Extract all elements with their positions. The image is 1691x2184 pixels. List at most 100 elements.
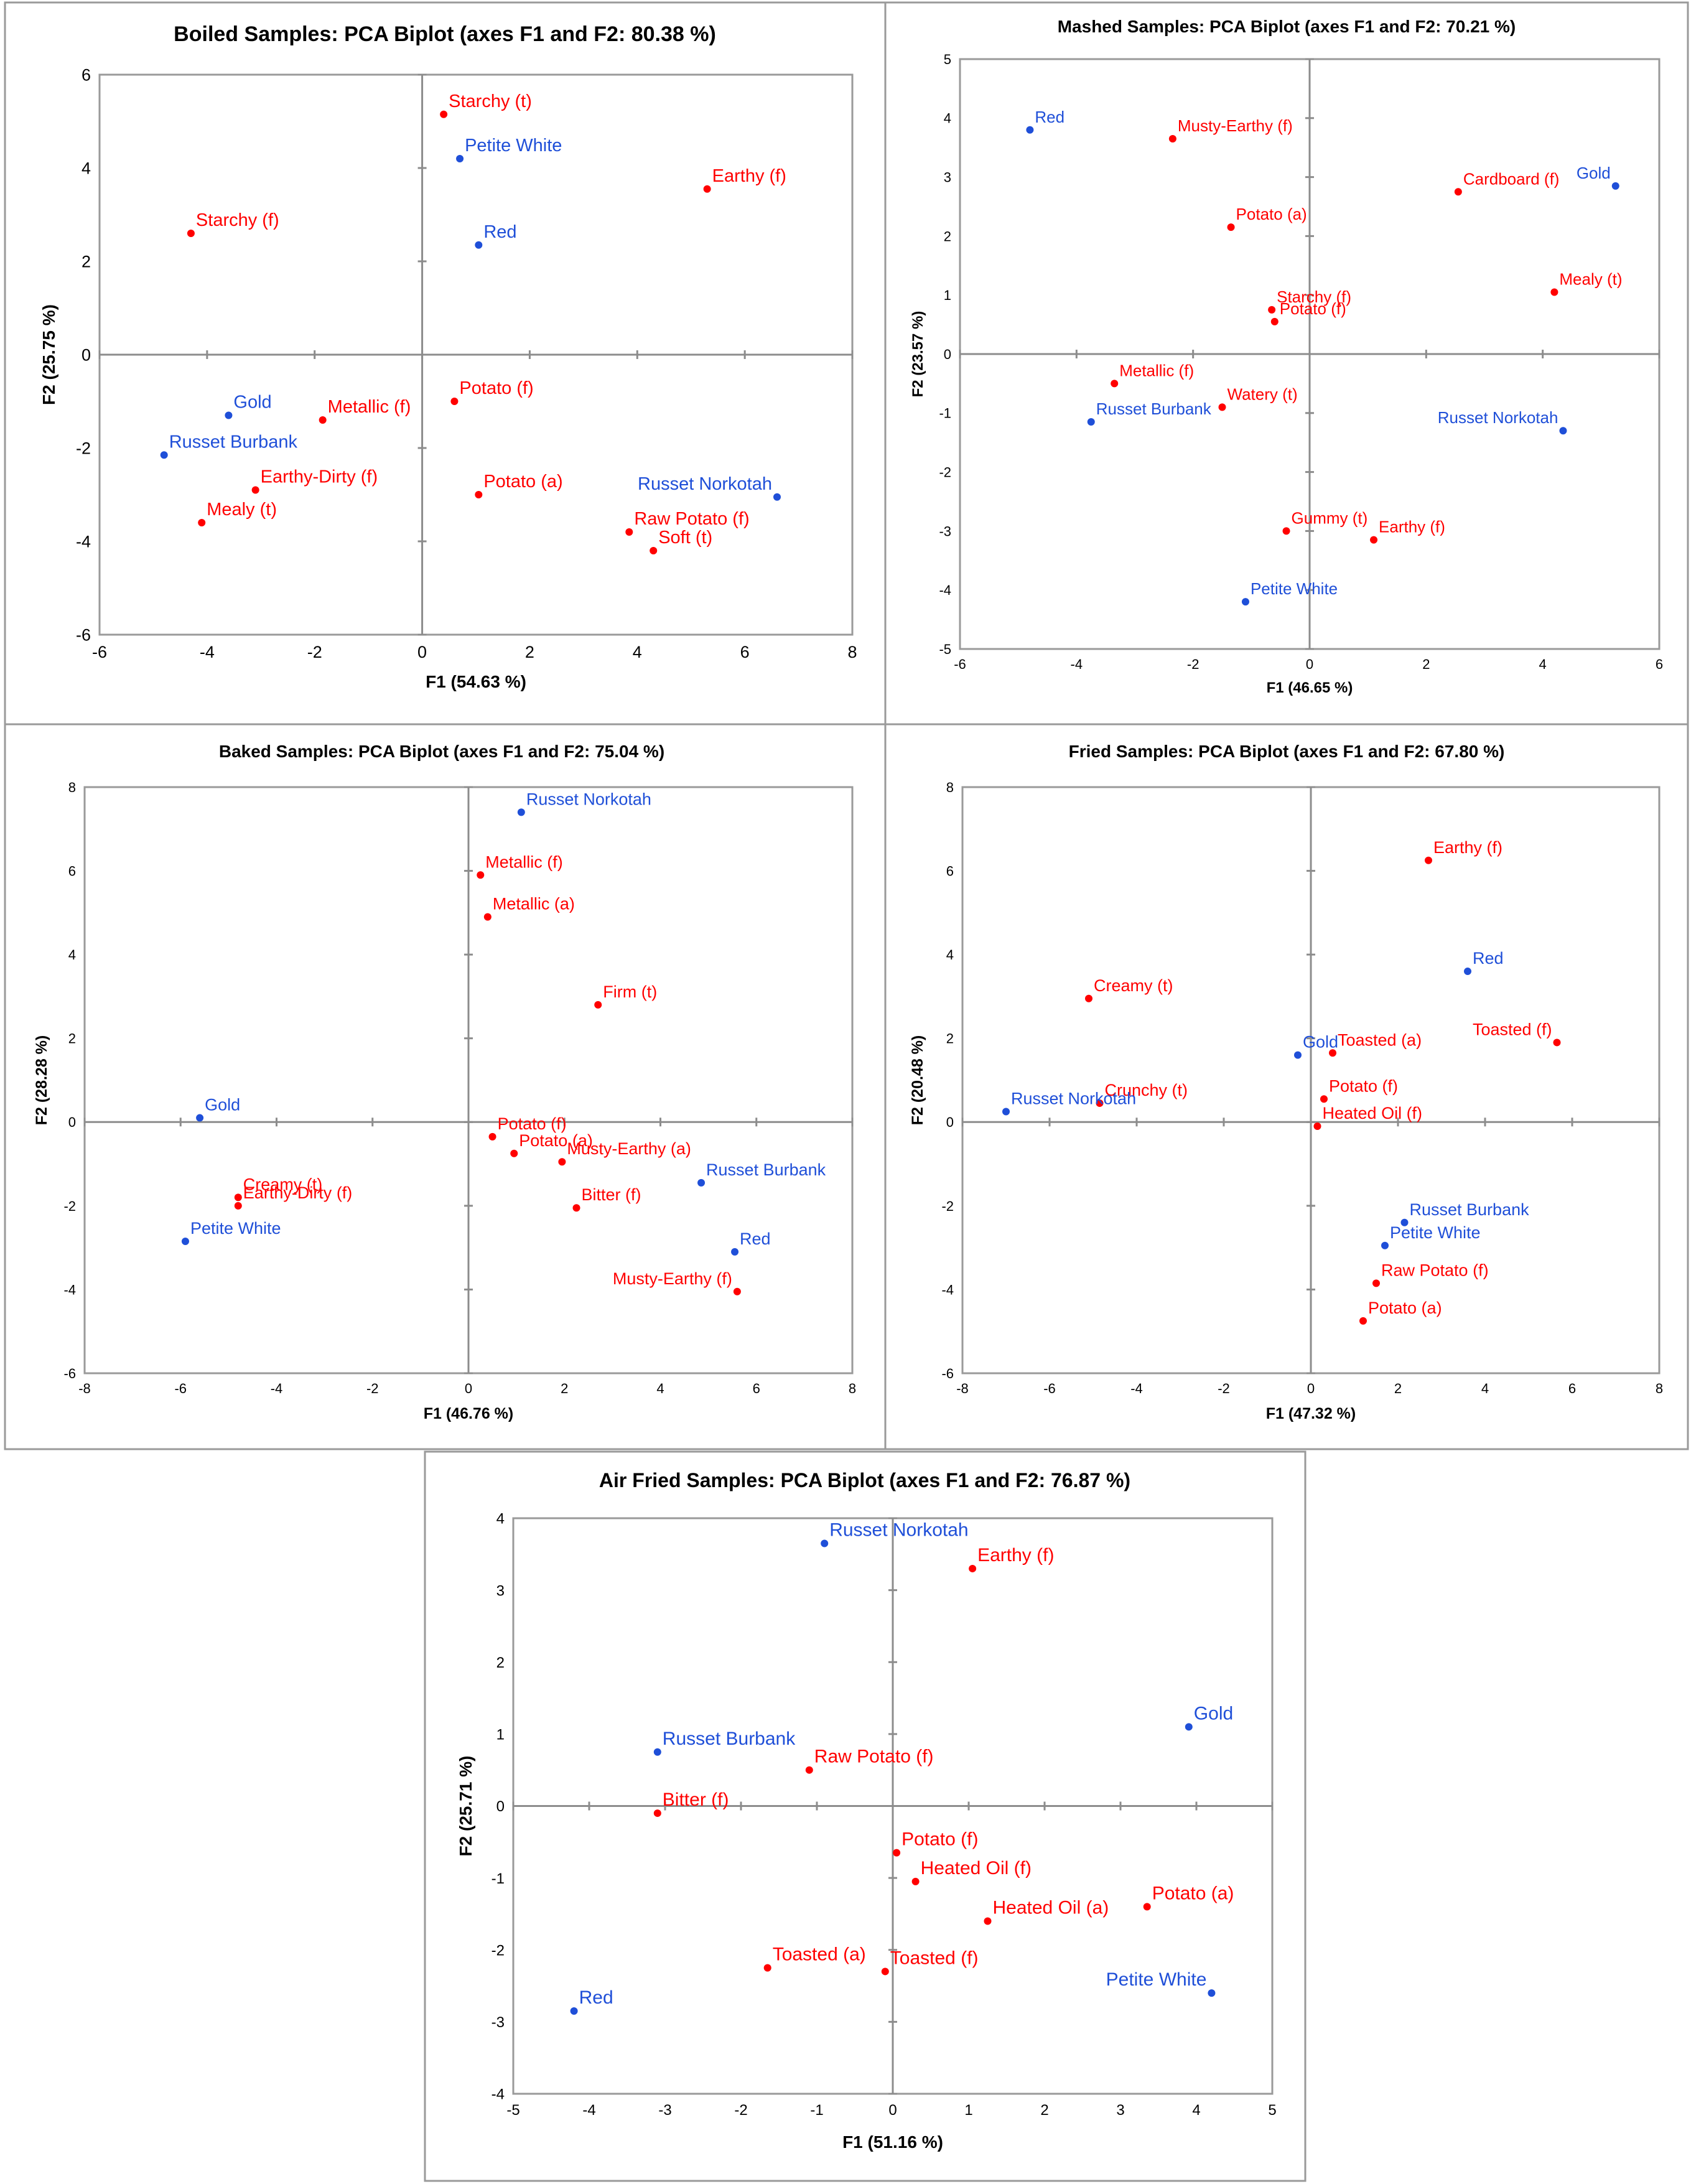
fried-y-tick-label: 0 bbox=[946, 1114, 954, 1130]
mashed-attribute-point-starchy-f bbox=[1268, 306, 1276, 314]
air-fried-sample-point-russet-burbank bbox=[653, 1748, 661, 1756]
mashed-x-tick-label: -6 bbox=[954, 656, 966, 672]
air-fried-y-tick-label: -3 bbox=[491, 2014, 505, 2031]
air-fried-attribute-label-raw-potato-f: Raw Potato (f) bbox=[814, 1747, 934, 1767]
fried-x-tick-label: -8 bbox=[956, 1381, 969, 1396]
boiled-sample-label-russet-burbank: Russet Burbank bbox=[169, 432, 298, 452]
air-fried-attribute-point-raw-potato-f bbox=[805, 1766, 813, 1774]
baked-y-tick-label: 6 bbox=[68, 863, 76, 879]
baked-x-tick-label: -8 bbox=[78, 1381, 91, 1396]
fried-x-tick-label: 0 bbox=[1307, 1381, 1315, 1396]
baked-sample-point-russet-norkotah bbox=[517, 808, 525, 816]
mashed-chart-panel: Mashed Samples: PCA Biplot (axes F1 and … bbox=[884, 1, 1689, 726]
air-fried-x-tick-label: -1 bbox=[810, 2102, 823, 2119]
fried-x-tick-label: 8 bbox=[1656, 1381, 1663, 1396]
mashed-sample-point-russet-norkotah bbox=[1559, 427, 1567, 435]
baked-sample-point-russet-burbank bbox=[697, 1178, 706, 1187]
mashed-attribute-label-cardboard-f: Cardboard (f) bbox=[1463, 169, 1560, 188]
mashed-x-tick-label: -4 bbox=[1071, 656, 1083, 672]
mashed-attribute-point-potato-a bbox=[1227, 223, 1235, 231]
boiled-attribute-point-raw-potato-f bbox=[625, 528, 633, 536]
mashed-attribute-point-metallic-f bbox=[1111, 380, 1119, 388]
baked-chart-panel: Baked Samples: PCA Biplot (axes F1 and F… bbox=[4, 723, 887, 1450]
baked-attribute-point-musty-earthy-f bbox=[733, 1287, 741, 1295]
boiled-x-tick-label: 8 bbox=[847, 643, 857, 661]
fried-attribute-label-toasted-f: Toasted (f) bbox=[1473, 1020, 1552, 1038]
boiled-sample-label-gold: Gold bbox=[233, 393, 271, 413]
air-fried-x-tick-label: -5 bbox=[506, 2102, 519, 2119]
air-fried-y-tick-label: 1 bbox=[496, 1727, 505, 1743]
baked-sample-label-russet-norkotah: Russet Norkotah bbox=[526, 790, 651, 808]
baked-attribute-point-metallic-a bbox=[483, 913, 491, 921]
boiled-y-tick-label: 4 bbox=[82, 159, 91, 178]
air-fried-attribute-point-toasted-a bbox=[763, 1964, 771, 1972]
fried-x-tick-label: -6 bbox=[1043, 1381, 1056, 1396]
mashed-attribute-label-musty-earthy-f: Musty-Earthy (f) bbox=[1178, 116, 1293, 135]
air-fried-attribute-label-toasted-f: Toasted (f) bbox=[890, 1948, 979, 1968]
air-fried-x-tick-label: 4 bbox=[1192, 2102, 1200, 2119]
air-fried-x-tick-label: 0 bbox=[888, 2102, 897, 2119]
boiled-sample-point-petite-white bbox=[456, 155, 464, 162]
air-fried-x-tick-label: -3 bbox=[658, 2102, 671, 2119]
baked-attribute-point-creamy-t bbox=[234, 1193, 242, 1202]
mashed-x-tick-label: -2 bbox=[1187, 656, 1200, 672]
mashed-y-axis-title: F2 (23.57 %) bbox=[910, 311, 926, 398]
air-fried-x-tick-label: 2 bbox=[1040, 2102, 1048, 2119]
boiled-attribute-point-potato-a bbox=[475, 491, 483, 498]
mashed-attribute-label-potato-f: Potato (f) bbox=[1280, 299, 1346, 318]
fried-y-tick-label: 2 bbox=[946, 1031, 954, 1047]
mashed-sample-point-petite-white bbox=[1241, 598, 1249, 606]
mashed-y-tick-label: -3 bbox=[939, 523, 951, 539]
fried-sample-point-red bbox=[1464, 968, 1471, 976]
boiled-attribute-label-starchy-t: Starchy (t) bbox=[449, 91, 532, 111]
fried-attribute-label-creamy-t: Creamy (t) bbox=[1094, 976, 1173, 995]
mashed-attribute-point-gummy-t bbox=[1282, 527, 1290, 535]
baked-attribute-label-earthy-dirty-f: Earthy-Dirty (f) bbox=[243, 1183, 353, 1202]
boiled-sample-point-gold bbox=[225, 411, 233, 419]
air-fried-attribute-point-heated-oil-f bbox=[911, 1877, 920, 1885]
boiled-attribute-label-potato-f: Potato (f) bbox=[459, 378, 533, 398]
air-fried-attribute-label-potato-a: Potato (a) bbox=[1152, 1883, 1234, 1903]
boiled-attribute-point-earthy-f bbox=[703, 185, 711, 193]
mashed-attribute-point-musty-earthy-f bbox=[1168, 134, 1176, 142]
baked-attribute-label-metallic-f: Metallic (f) bbox=[485, 852, 563, 871]
mashed-sample-label-gold: Gold bbox=[1577, 164, 1611, 182]
mashed-x-tick-label: 6 bbox=[1656, 656, 1663, 672]
baked-y-tick-label: 4 bbox=[68, 947, 76, 963]
boiled-attribute-point-starchy-t bbox=[440, 110, 448, 118]
boiled-attribute-point-soft-t bbox=[650, 547, 658, 554]
boiled-y-tick-label: -6 bbox=[76, 626, 91, 645]
boiled-x-tick-label: 2 bbox=[525, 643, 534, 661]
baked-attribute-label-potato-f: Potato (f) bbox=[498, 1114, 567, 1133]
air-fried-y-tick-label: -4 bbox=[491, 2086, 505, 2103]
boiled-y-tick-label: -4 bbox=[76, 533, 91, 551]
baked-attribute-label-musty-earthy-a: Musty-Earthy (a) bbox=[567, 1139, 691, 1158]
fried-chart-panel: Fried Samples: PCA Biplot (axes F1 and F… bbox=[884, 723, 1689, 1450]
mashed-y-tick-label: -1 bbox=[939, 406, 951, 421]
mashed-attribute-label-metallic-f: Metallic (f) bbox=[1119, 361, 1194, 380]
air-fried-y-tick-label: 4 bbox=[496, 1511, 505, 1528]
mashed-x-tick-label: 2 bbox=[1422, 656, 1430, 672]
boiled-y-tick-label: 0 bbox=[82, 346, 91, 365]
fried-sample-point-russet-norkotah bbox=[1002, 1108, 1010, 1116]
air-fried-attribute-point-bitter-f bbox=[653, 1809, 661, 1818]
air-fried-y-tick-label: 3 bbox=[496, 1582, 505, 1599]
air-fried-chart-title: Air Fried Samples: PCA Biplot (axes F1 a… bbox=[599, 1469, 1130, 1491]
boiled-plot-area: -6 -4 -2 0 2 4 6 8 -6 -4 -2 0 2 4 6 F1 (54.63 %) F2 (25.… bbox=[39, 66, 857, 691]
air-fried-y-tick-label: 2 bbox=[496, 1654, 505, 1671]
baked-attribute-point-metallic-f bbox=[477, 871, 485, 879]
fried-x-tick-label: 2 bbox=[1394, 1381, 1402, 1396]
baked-panel-border bbox=[4, 723, 887, 1450]
mashed-sample-label-petite-white: Petite White bbox=[1251, 579, 1338, 598]
fried-attribute-label-potato-a: Potato (a) bbox=[1368, 1299, 1442, 1317]
baked-x-tick-label: 2 bbox=[561, 1381, 568, 1396]
baked-attribute-point-musty-earthy-a bbox=[558, 1158, 566, 1166]
boiled-x-tick-label: -2 bbox=[307, 643, 322, 661]
boiled-chart-title: Boiled Samples: PCA Biplot (axes F1 and … bbox=[174, 22, 716, 46]
baked-y-tick-label: 0 bbox=[68, 1114, 76, 1130]
baked-x-tick-label: -2 bbox=[366, 1381, 379, 1396]
baked-y-tick-label: -4 bbox=[63, 1282, 76, 1297]
baked-y-axis-title: F2 (28.28 %) bbox=[33, 1035, 50, 1126]
